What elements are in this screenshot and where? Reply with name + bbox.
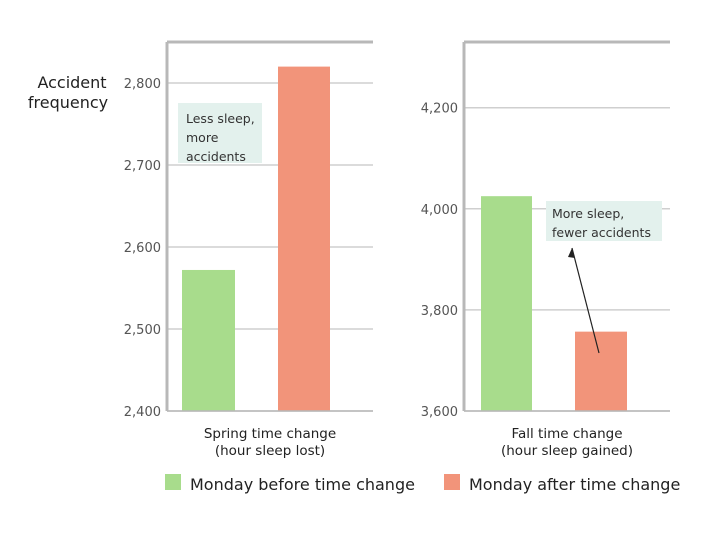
y-tick-label: 3,800 — [421, 304, 458, 319]
legend-label-after: Monday after time change — [469, 475, 680, 494]
y-tick-label: 2,700 — [124, 159, 161, 174]
legend-swatch-before — [165, 474, 181, 490]
annotation-arrowhead — [568, 248, 575, 258]
annotation-box — [546, 201, 662, 241]
legend-swatch-after — [444, 474, 460, 490]
y-tick-label: 2,400 — [124, 405, 161, 420]
annotation-text-line: accidents — [186, 149, 246, 164]
y-axis-label: Accident frequency — [28, 73, 108, 112]
annotation-text-line: Less sleep, — [186, 111, 255, 126]
bar-after-spring — [278, 66, 330, 411]
y-tick-label: 3,600 — [421, 405, 458, 420]
y-tick-label: 2,600 — [124, 241, 161, 256]
annotation-text-line: more — [186, 130, 219, 145]
bar-before-spring — [182, 269, 235, 411]
y-tick-label: 4,200 — [421, 102, 458, 117]
y-tick-label: 2,800 — [124, 77, 161, 92]
annotation-text-line: More sleep, — [552, 206, 624, 221]
x-axis-label-line: (hour sleep gained) — [501, 443, 633, 459]
y-tick-label: 4,000 — [421, 203, 458, 218]
bar-before-fall — [481, 196, 532, 411]
x-axis-label-line: (hour sleep lost) — [215, 443, 325, 459]
y-tick-label: 2,500 — [124, 323, 161, 338]
legend-label-before: Monday before time change — [190, 475, 415, 494]
annotation-pointer — [571, 247, 600, 354]
fall-panel: 3,600 3,800 4,000 4,200 Fall time change(hou… — [421, 40, 670, 459]
x-axis-label-line: Fall time change — [511, 426, 622, 442]
spring-panel: 2,400 2,500 2,600 2,700 2,800 Spring time cha… — [124, 40, 373, 459]
annotation-box — [178, 103, 262, 163]
legend: Monday before time change Monday after t… — [165, 474, 680, 494]
y-axis-label-line-2: frequency — [28, 93, 108, 112]
x-axis-label-line: Spring time change — [204, 426, 336, 442]
annotation-text-line: fewer accidents — [552, 225, 651, 240]
y-axis-label-line-1: Accident — [37, 73, 106, 92]
bar-after-fall — [575, 331, 627, 411]
